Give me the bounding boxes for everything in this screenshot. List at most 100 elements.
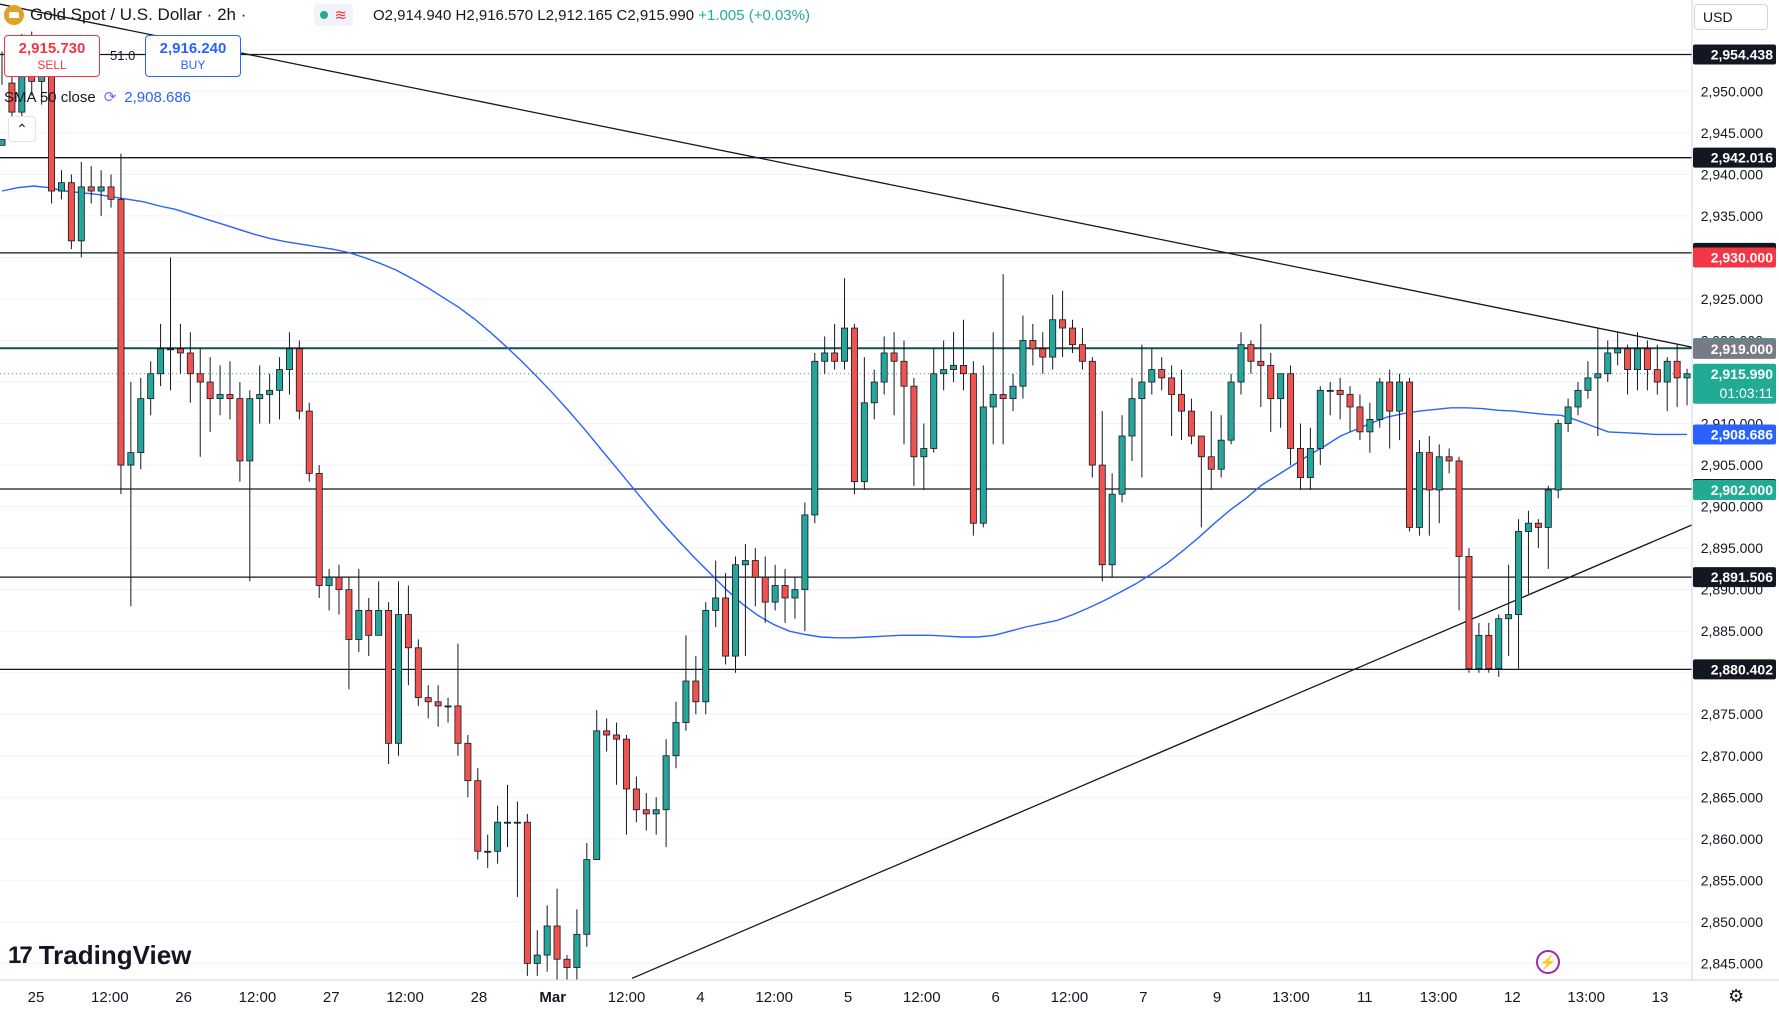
price-label-line: 2,954.438 (1693, 44, 1776, 65)
candle (1316, 386, 1324, 466)
market-status[interactable]: ≋ (314, 4, 353, 26)
candle (494, 805, 502, 864)
candle (1604, 340, 1612, 383)
buy-button[interactable]: 2,916.240 BUY (145, 35, 241, 77)
candle (1059, 290, 1067, 358)
candle-body (950, 365, 958, 370)
candle (424, 685, 432, 719)
candle-body (444, 705, 452, 708)
candle (256, 365, 264, 424)
candle-body (979, 406, 987, 524)
price-label-text: 2,880.402 (1711, 661, 1773, 677)
candle (870, 369, 878, 420)
candle-body (97, 186, 105, 192)
candle (1445, 448, 1453, 474)
candle (1386, 369, 1394, 449)
candle (97, 170, 105, 216)
candle-body (1515, 531, 1523, 615)
candle-body (266, 389, 274, 395)
candle-body (1356, 406, 1364, 433)
time-tick-label: 12:00 (903, 989, 941, 1006)
time-tick-label: 12 (1504, 989, 1521, 1006)
candle-body (414, 647, 422, 699)
candle-body (890, 352, 898, 362)
settings-icon[interactable]: ⚙ (1728, 986, 1745, 1006)
candle (1346, 386, 1354, 432)
sell-button[interactable]: 2,915.730 SELL (4, 35, 100, 77)
time-tick-label: 7 (1139, 989, 1147, 1006)
currency-selector[interactable]: USD (1694, 4, 1768, 30)
candle-body (900, 360, 908, 387)
candle (87, 166, 95, 204)
candle-body (1564, 406, 1572, 424)
candle-body (1316, 389, 1324, 449)
candle-body (573, 933, 581, 968)
candle (1634, 332, 1641, 391)
candle (672, 701, 680, 769)
candle (167, 257, 174, 391)
candle-body (831, 352, 839, 362)
collapse-legend-button[interactable]: ⌃ (8, 116, 36, 142)
candle-body (860, 402, 868, 483)
candle (1366, 402, 1374, 453)
price-label-text: 2,954.438 (1711, 46, 1773, 62)
price-label-sma: 2,908.686 (1693, 424, 1776, 445)
price-label-text: 2,902.000 (1711, 482, 1773, 498)
candle-body (642, 809, 650, 815)
currency-label: USD (1703, 9, 1733, 25)
sma-label: SMA 50 close (4, 88, 96, 106)
sma-50-line (1, 185, 1687, 639)
candle (0, 51, 6, 146)
price-tick-label: 2,940.000 (1701, 166, 1763, 182)
candle (910, 377, 918, 486)
lightning-icon[interactable]: ⚡ (1536, 950, 1560, 974)
candle-body (692, 680, 700, 703)
candle (1505, 564, 1513, 657)
time-tick-label: 12:00 (755, 989, 793, 1006)
candle-body (1297, 448, 1304, 478)
symbol-title[interactable]: Gold Spot / U.S. Dollar · 2h · (30, 5, 247, 24)
candle (305, 402, 313, 482)
candle-body (375, 610, 383, 636)
candle (137, 377, 145, 470)
price-tick-label: 2,855.000 (1701, 872, 1763, 888)
candle (335, 564, 343, 615)
candle (900, 340, 908, 445)
sma-legend[interactable]: SMA 50 close ⟳ 2,908.686 (4, 88, 191, 107)
candle (850, 323, 858, 495)
gold-symbol-icon[interactable] (4, 5, 24, 25)
candle (57, 170, 65, 200)
time-tick-label: 25 (28, 989, 45, 1006)
candle (741, 543, 749, 657)
candle-body (1485, 634, 1493, 669)
candle (1158, 357, 1166, 391)
candle-body (821, 352, 829, 362)
candle (1178, 369, 1186, 441)
candle-body (206, 381, 214, 400)
candle-body (732, 564, 739, 657)
candle (1247, 340, 1255, 374)
candle-body (147, 373, 155, 400)
candle-body (1108, 493, 1116, 566)
candle-body (1029, 340, 1037, 350)
candles (0, 31, 1691, 980)
candle (1118, 415, 1126, 503)
tradingview-logo[interactable]: 17 TradingView (8, 940, 191, 971)
candle-body (1306, 448, 1314, 478)
candle (1475, 622, 1483, 673)
candle (930, 348, 938, 453)
candle (1039, 332, 1047, 374)
candle-body (1614, 348, 1622, 354)
price-tick-label: 2,870.000 (1701, 748, 1763, 764)
candle-body (533, 954, 541, 964)
price-label-line: 2,942.016 (1693, 147, 1776, 168)
candle-body (395, 614, 402, 744)
price-label-bg (1693, 567, 1776, 588)
candle (940, 340, 948, 391)
price-tick-label: 2,895.000 (1701, 540, 1763, 556)
candle (1326, 382, 1334, 416)
candle-body (1059, 319, 1067, 329)
candle-body (940, 369, 948, 375)
candle (117, 153, 125, 495)
